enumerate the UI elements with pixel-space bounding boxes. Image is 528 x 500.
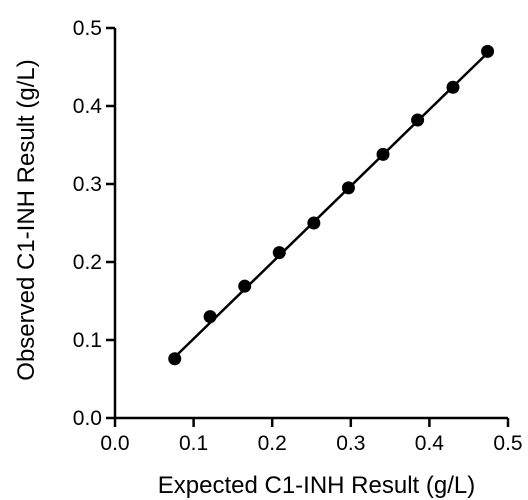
y-tick-label: 0.2 [73, 251, 102, 274]
x-tick-label: 0.0 [100, 432, 129, 455]
y-axis-title: Observed C1-INH Result (g/L) [13, 59, 40, 380]
axes [113, 28, 508, 420]
x-tick-label: 0.1 [179, 432, 208, 455]
x-axis-ticks: 0.0 0.1 0.2 0.3 0.4 0.5 [100, 418, 523, 455]
x-tick-label: 0.3 [336, 432, 365, 455]
y-tick-label: 0.0 [73, 407, 102, 430]
y-axis-ticks: 0.0 0.1 0.2 0.3 0.4 0.5 [73, 17, 115, 430]
data-point [411, 113, 425, 127]
data-points [168, 44, 495, 366]
data-point [376, 147, 390, 161]
data-point [446, 80, 460, 94]
y-tick-label: 0.4 [73, 95, 103, 118]
data-point [272, 246, 286, 260]
regression-line-group [173, 52, 489, 359]
x-tick-label: 0.5 [493, 432, 522, 455]
data-point [341, 181, 355, 195]
data-point [203, 310, 217, 324]
data-point [238, 279, 252, 293]
x-tick-label: 0.2 [258, 432, 287, 455]
data-point [481, 44, 495, 58]
y-tick-label: 0.3 [73, 173, 102, 196]
data-point [168, 352, 182, 366]
data-point [307, 216, 321, 230]
x-axis-title: Expected C1-INH Result (g/L) [158, 472, 475, 499]
regression-line [173, 52, 489, 359]
y-tick-label: 0.5 [73, 17, 102, 40]
y-tick-label: 0.1 [73, 329, 102, 352]
x-tick-label: 0.4 [415, 432, 445, 455]
